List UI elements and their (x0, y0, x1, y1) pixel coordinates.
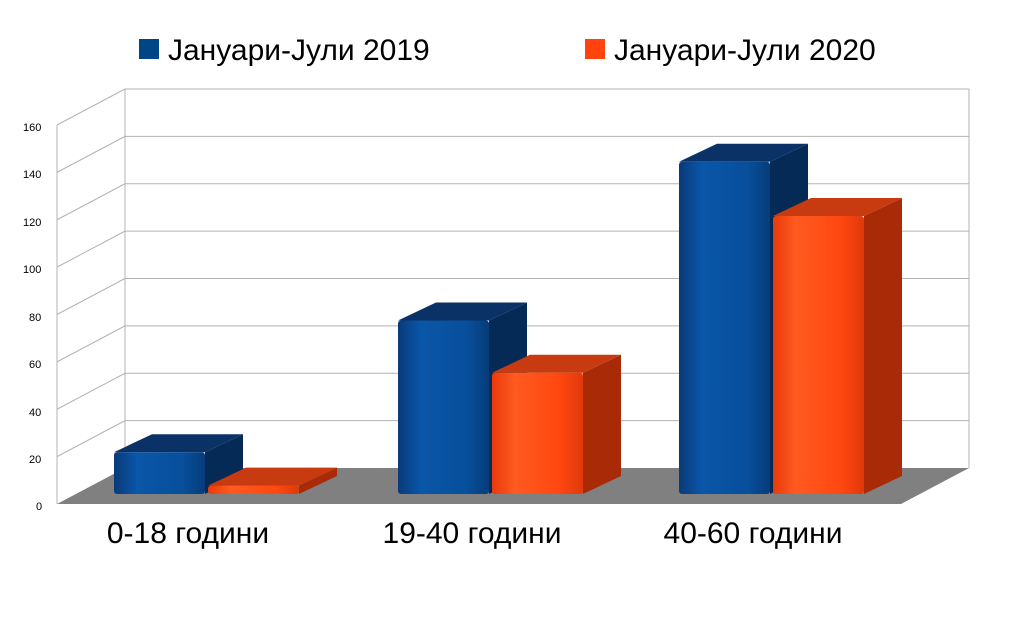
grid-line (56, 230, 126, 268)
bar-front (492, 372, 583, 494)
grid-line (56, 135, 126, 173)
bars (114, 143, 902, 494)
bar-side (583, 354, 621, 494)
y-tick-label: 40 (29, 407, 41, 419)
y-tick-label: 80 (29, 312, 41, 324)
bar-top (492, 354, 621, 373)
legend-swatch-2019 (139, 39, 159, 59)
legend-swatch-2020 (585, 39, 605, 59)
grid-line (56, 183, 126, 221)
grid-line (56, 420, 126, 458)
x-category-label: 0-18 години (107, 517, 269, 550)
bar-side (299, 467, 337, 494)
grid-line (56, 88, 126, 126)
bar-top (679, 143, 808, 162)
bar (492, 354, 621, 494)
bar-side (864, 198, 902, 494)
bar-top (398, 302, 527, 321)
grid-line (56, 278, 126, 315)
y-tick-label: 20 (29, 454, 41, 466)
bar-front (398, 320, 489, 494)
y-axis: 0 20 40 60 80 100 120 140 160 (23, 122, 42, 513)
bar-top (114, 434, 243, 453)
bar-top (773, 198, 902, 217)
y-tick-label: 160 (23, 122, 41, 134)
legend-label-2020: Јануари-Јули 2020 (614, 34, 876, 67)
x-axis: 0-18 години 19-40 години 40-60 години (107, 517, 843, 550)
x-category-label: 19-40 години (383, 517, 562, 550)
y-tick-label: 0 (36, 501, 42, 513)
bar-front (208, 485, 299, 494)
bar-front (773, 216, 864, 494)
legend-label-2019: Јануари-Јули 2019 (168, 34, 430, 67)
grid-line (56, 372, 126, 410)
grid-line (56, 325, 126, 363)
y-tick-label: 60 (29, 359, 41, 371)
bar (208, 467, 337, 494)
bar (773, 198, 902, 494)
bar-front (679, 161, 770, 494)
legend: Јануари-Јули 2019 Јануари-Јули 2020 (139, 34, 876, 67)
y-tick-label: 140 (23, 169, 41, 181)
y-tick-label: 100 (23, 264, 41, 276)
x-category-label: 40-60 години (664, 517, 843, 550)
y-tick-label: 120 (23, 217, 41, 229)
bar (114, 434, 243, 494)
bar-top (208, 467, 337, 486)
bar-front (114, 452, 205, 494)
